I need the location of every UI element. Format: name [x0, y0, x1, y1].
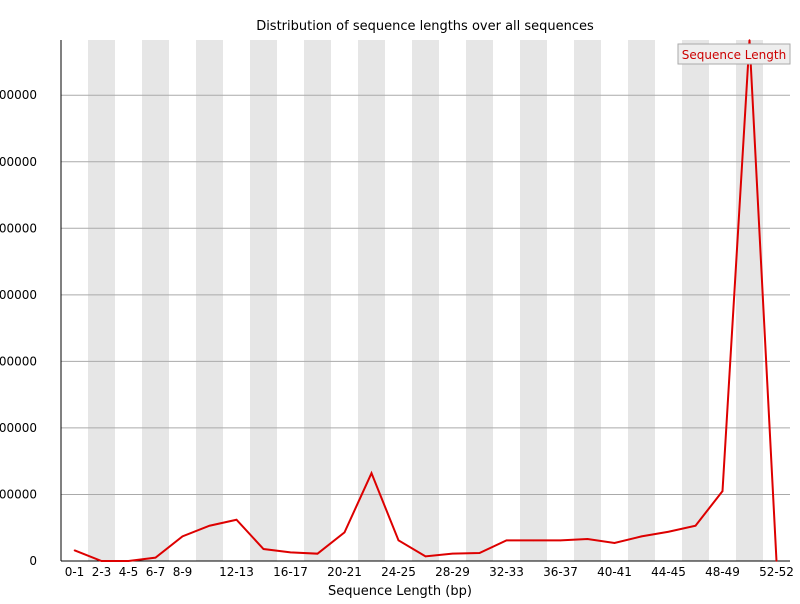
y-tick-label: 1000000	[0, 487, 37, 501]
band-15	[466, 40, 493, 561]
data-point	[667, 530, 670, 533]
data-point	[505, 539, 508, 542]
data-point	[316, 552, 319, 555]
data-point	[262, 548, 265, 550]
data-point	[181, 535, 184, 538]
x-tick-label: 2-3	[92, 565, 112, 579]
x-tick-labels: 0-1 2-3 4-5 6-7 8-9 12-13 16-17 20-21 24-25 28-29…	[65, 565, 794, 579]
x-tick-label: 36-37	[543, 565, 578, 579]
x-tick-label: 0-1	[65, 565, 85, 579]
data-point	[532, 539, 535, 542]
band-23	[682, 40, 709, 561]
legend-label: Sequence Length	[682, 48, 786, 62]
data-point	[370, 472, 373, 474]
legend-box	[677, 43, 791, 65]
data-point	[289, 551, 292, 554]
x-tick-label: 44-45	[651, 565, 686, 579]
band-5	[196, 40, 223, 561]
x-tick-label: 28-29	[435, 565, 470, 579]
band-11	[358, 40, 385, 561]
series-group	[73, 39, 778, 562]
y-tick-label: 0	[29, 554, 37, 568]
y-tick-label: 6000000	[0, 155, 37, 169]
x-tick-label: 8-9	[173, 565, 193, 579]
data-point	[127, 560, 130, 562]
data-point	[559, 539, 562, 542]
data-point	[721, 490, 724, 492]
y-tick-label: 3000000	[0, 354, 37, 368]
background-bands	[88, 40, 763, 561]
band-1	[88, 40, 115, 561]
gridlines	[61, 94, 790, 495]
data-point	[613, 542, 616, 544]
band-13	[412, 40, 439, 561]
x-tick-label: 6-7	[146, 565, 166, 579]
data-point	[100, 560, 103, 562]
y-tick-labels: 0 1000000 2000000 3000000 4000000 5000000 6000…	[0, 88, 37, 568]
x-tick-label: 12-13	[219, 565, 254, 579]
band-3	[142, 40, 169, 561]
data-point	[343, 531, 346, 534]
legend: Sequence Length	[677, 43, 791, 65]
data-point	[640, 535, 643, 538]
y-tick-label: 4000000	[0, 288, 37, 302]
data-point	[424, 555, 427, 558]
axes	[60, 40, 790, 562]
data-point	[694, 524, 697, 527]
x-tick-label: 4-5	[119, 565, 139, 579]
data-point	[154, 556, 157, 559]
data-point	[73, 549, 76, 552]
x-tick-label: 52-52	[759, 565, 794, 579]
band-25	[736, 40, 763, 561]
band-21	[628, 40, 655, 561]
data-point	[397, 539, 400, 542]
x-tick-label: 32-33	[489, 565, 524, 579]
y-tick-label: 2000000	[0, 421, 37, 435]
data-point	[451, 552, 454, 555]
y-tick-label: 7000000	[0, 88, 37, 102]
band-19	[574, 40, 601, 561]
x-tick-label: 40-41	[597, 565, 632, 579]
band-7	[250, 40, 277, 561]
y-tick-label: 5000000	[0, 221, 37, 235]
data-point	[586, 538, 589, 540]
data-point	[748, 39, 751, 41]
data-point	[235, 518, 238, 521]
x-tick-label: 24-25	[381, 565, 416, 579]
chart-title: Distribution of sequence lengths over al…	[256, 19, 594, 34]
x-tick-label: 20-21	[327, 565, 362, 579]
x-tick-label: 16-17	[273, 565, 308, 579]
data-point	[478, 552, 481, 554]
data-point	[208, 524, 211, 527]
x-tick-label: 48-49	[705, 565, 740, 579]
band-9	[304, 40, 331, 561]
x-axis-label: Sequence Length (bp)	[328, 584, 472, 599]
data-point	[775, 560, 778, 562]
band-17	[520, 40, 547, 561]
